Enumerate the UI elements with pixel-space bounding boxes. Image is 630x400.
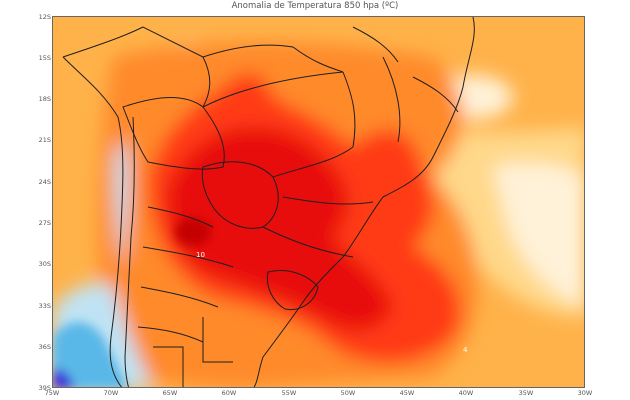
lon-label: 30W bbox=[577, 389, 593, 397]
map-title: Anomalia de Temperatura 850 hpa (ºC) bbox=[231, 1, 399, 11]
lat-label: 21S bbox=[38, 136, 51, 144]
atlantic-coastline bbox=[253, 17, 475, 387]
contour-label: 10 bbox=[196, 251, 205, 259]
lon-label: 40W bbox=[458, 389, 474, 397]
strong-warm-spot bbox=[175, 218, 211, 246]
lon-label: 70W bbox=[103, 389, 119, 397]
lon-label: 65W bbox=[162, 389, 178, 397]
lat-label: 18S bbox=[38, 95, 51, 103]
contour-label: 4 bbox=[463, 346, 468, 354]
lat-label: 33S bbox=[38, 302, 51, 310]
lon-label: 75W bbox=[44, 389, 60, 397]
lat-label: 27S bbox=[38, 219, 51, 227]
pale-ocean-patch bbox=[493, 162, 584, 307]
northern-borders bbox=[202, 26, 399, 73]
anomaly-field bbox=[53, 42, 584, 387]
lon-label: 60W bbox=[221, 389, 237, 397]
lat-label: 15S bbox=[38, 54, 51, 62]
anomaly-map: 10 4 bbox=[53, 17, 584, 387]
lat-label: 30S bbox=[38, 260, 51, 268]
brazil-states bbox=[202, 56, 459, 258]
lat-label: 24S bbox=[38, 178, 51, 186]
lon-label: 50W bbox=[340, 389, 356, 397]
lat-label: 36S bbox=[38, 343, 51, 351]
borders bbox=[62, 17, 475, 387]
argentina-provinces bbox=[137, 206, 234, 387]
lat-label: 39S bbox=[38, 384, 51, 392]
very-cold-corner bbox=[53, 368, 75, 387]
peru-border bbox=[62, 26, 211, 108]
lon-label: 45W bbox=[399, 389, 415, 397]
pacific-coastline bbox=[62, 56, 124, 387]
lon-label: 55W bbox=[281, 389, 297, 397]
lat-label: 12S bbox=[38, 13, 51, 21]
lon-label: 35W bbox=[518, 389, 534, 397]
uruguay-border bbox=[266, 270, 319, 311]
bolivia-border bbox=[122, 97, 225, 170]
cold-region bbox=[53, 322, 128, 387]
map-frame: 10 4 bbox=[52, 16, 585, 388]
strong-warm-core bbox=[166, 127, 393, 331]
andes-border bbox=[124, 116, 135, 387]
